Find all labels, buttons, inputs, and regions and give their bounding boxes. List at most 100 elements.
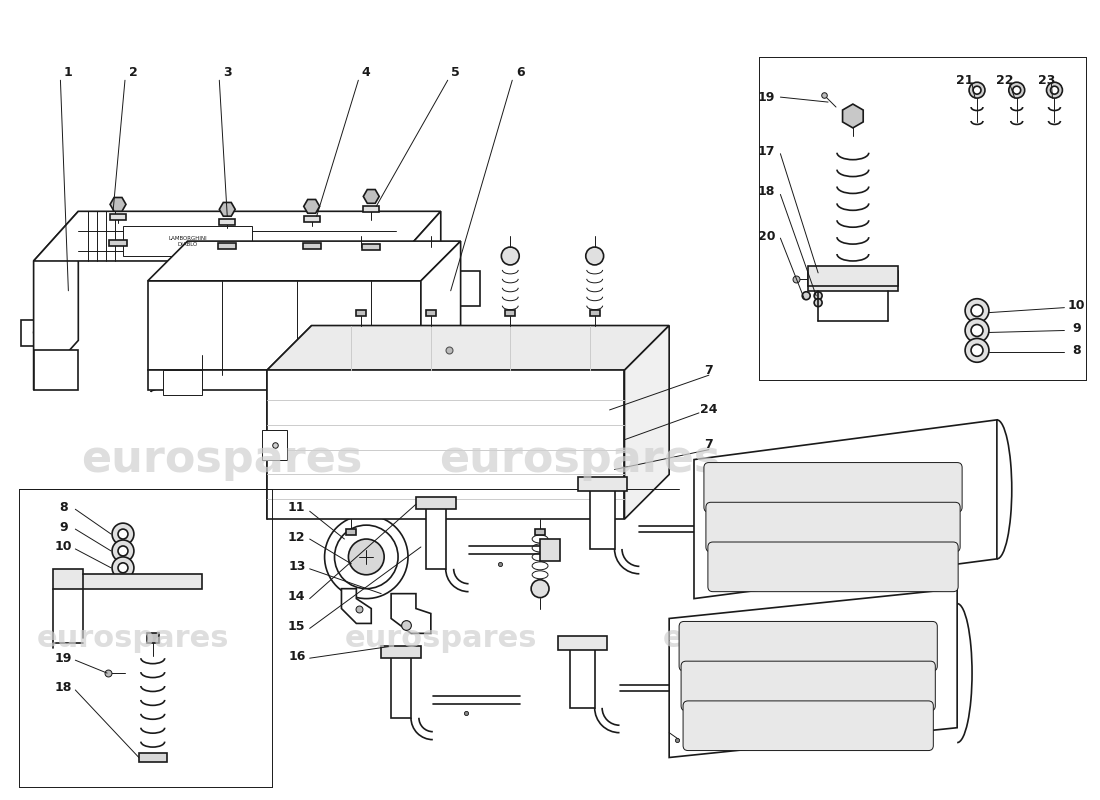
Text: 7: 7 — [704, 364, 713, 377]
Polygon shape — [441, 271, 481, 306]
Circle shape — [112, 523, 134, 545]
Text: eurospares: eurospares — [344, 624, 537, 653]
Polygon shape — [426, 499, 446, 569]
Polygon shape — [590, 479, 615, 549]
Circle shape — [802, 292, 811, 300]
Circle shape — [814, 298, 822, 306]
Text: 7: 7 — [704, 438, 713, 451]
Text: 9: 9 — [59, 521, 68, 534]
Text: LAMBORGHINI
DIABLO: LAMBORGHINI DIABLO — [168, 236, 207, 246]
Polygon shape — [267, 370, 625, 519]
Text: 3: 3 — [223, 66, 232, 78]
Polygon shape — [304, 199, 320, 214]
Text: 14: 14 — [288, 590, 306, 603]
Circle shape — [118, 529, 128, 539]
Text: 2: 2 — [129, 66, 138, 78]
FancyBboxPatch shape — [683, 701, 933, 750]
Circle shape — [118, 546, 128, 556]
Text: 11: 11 — [288, 501, 306, 514]
Circle shape — [585, 247, 604, 265]
Circle shape — [1009, 82, 1025, 98]
Circle shape — [118, 563, 128, 573]
Polygon shape — [421, 241, 461, 370]
Circle shape — [346, 335, 356, 346]
Polygon shape — [218, 243, 236, 249]
FancyBboxPatch shape — [681, 661, 935, 711]
Polygon shape — [363, 206, 379, 212]
Polygon shape — [416, 498, 455, 510]
Circle shape — [342, 580, 361, 598]
FancyBboxPatch shape — [21, 319, 53, 346]
Polygon shape — [535, 529, 544, 535]
Circle shape — [198, 335, 208, 346]
Circle shape — [971, 305, 983, 317]
Circle shape — [178, 379, 187, 387]
Polygon shape — [267, 326, 311, 519]
Circle shape — [971, 325, 983, 337]
FancyBboxPatch shape — [679, 622, 937, 671]
Circle shape — [971, 344, 983, 356]
Text: 13: 13 — [288, 560, 306, 574]
Circle shape — [112, 540, 134, 562]
Text: 9: 9 — [1072, 322, 1080, 335]
Polygon shape — [540, 539, 560, 561]
Polygon shape — [392, 594, 431, 634]
Polygon shape — [139, 753, 167, 762]
Text: 10: 10 — [1068, 299, 1085, 312]
Polygon shape — [362, 244, 381, 250]
Polygon shape — [147, 241, 461, 281]
Polygon shape — [396, 211, 441, 341]
Polygon shape — [110, 214, 126, 220]
Circle shape — [358, 379, 365, 387]
Circle shape — [965, 298, 989, 322]
Text: 12: 12 — [288, 530, 306, 543]
Circle shape — [1050, 86, 1058, 94]
Polygon shape — [341, 370, 382, 395]
Text: 22: 22 — [997, 74, 1013, 86]
Polygon shape — [558, 636, 606, 650]
Text: eurospares: eurospares — [662, 624, 855, 653]
Polygon shape — [578, 478, 627, 491]
Text: 21: 21 — [956, 74, 974, 86]
Circle shape — [324, 515, 408, 598]
Text: 15: 15 — [288, 620, 306, 633]
Text: eurospares: eurospares — [36, 624, 229, 653]
Text: eurospares: eurospares — [439, 438, 720, 481]
Polygon shape — [147, 370, 421, 390]
Polygon shape — [267, 326, 669, 370]
Text: eurospares: eurospares — [81, 438, 363, 481]
Circle shape — [965, 318, 989, 342]
Polygon shape — [147, 281, 421, 370]
Text: 17: 17 — [758, 146, 776, 158]
Circle shape — [34, 330, 40, 335]
Polygon shape — [341, 589, 372, 623]
Polygon shape — [363, 190, 379, 203]
Text: 24: 24 — [700, 403, 717, 417]
Text: 10: 10 — [55, 541, 73, 554]
FancyBboxPatch shape — [704, 462, 962, 512]
Circle shape — [814, 292, 822, 300]
Text: 18: 18 — [758, 185, 776, 198]
Polygon shape — [54, 569, 202, 589]
Text: 19: 19 — [55, 652, 73, 665]
Polygon shape — [34, 350, 78, 390]
Text: 8: 8 — [59, 501, 68, 514]
FancyBboxPatch shape — [706, 502, 960, 552]
Polygon shape — [694, 420, 997, 598]
Circle shape — [974, 86, 981, 94]
Polygon shape — [505, 310, 515, 315]
Polygon shape — [356, 310, 366, 315]
Circle shape — [965, 338, 989, 362]
Circle shape — [352, 247, 371, 265]
Polygon shape — [123, 226, 252, 256]
Text: 4: 4 — [362, 66, 371, 78]
Circle shape — [969, 82, 984, 98]
FancyBboxPatch shape — [708, 542, 958, 592]
Text: 20: 20 — [758, 230, 776, 242]
Text: 6: 6 — [516, 66, 525, 78]
Text: 5: 5 — [451, 66, 460, 78]
Circle shape — [349, 539, 384, 574]
Circle shape — [403, 622, 409, 629]
Polygon shape — [304, 216, 320, 222]
Polygon shape — [382, 646, 421, 658]
